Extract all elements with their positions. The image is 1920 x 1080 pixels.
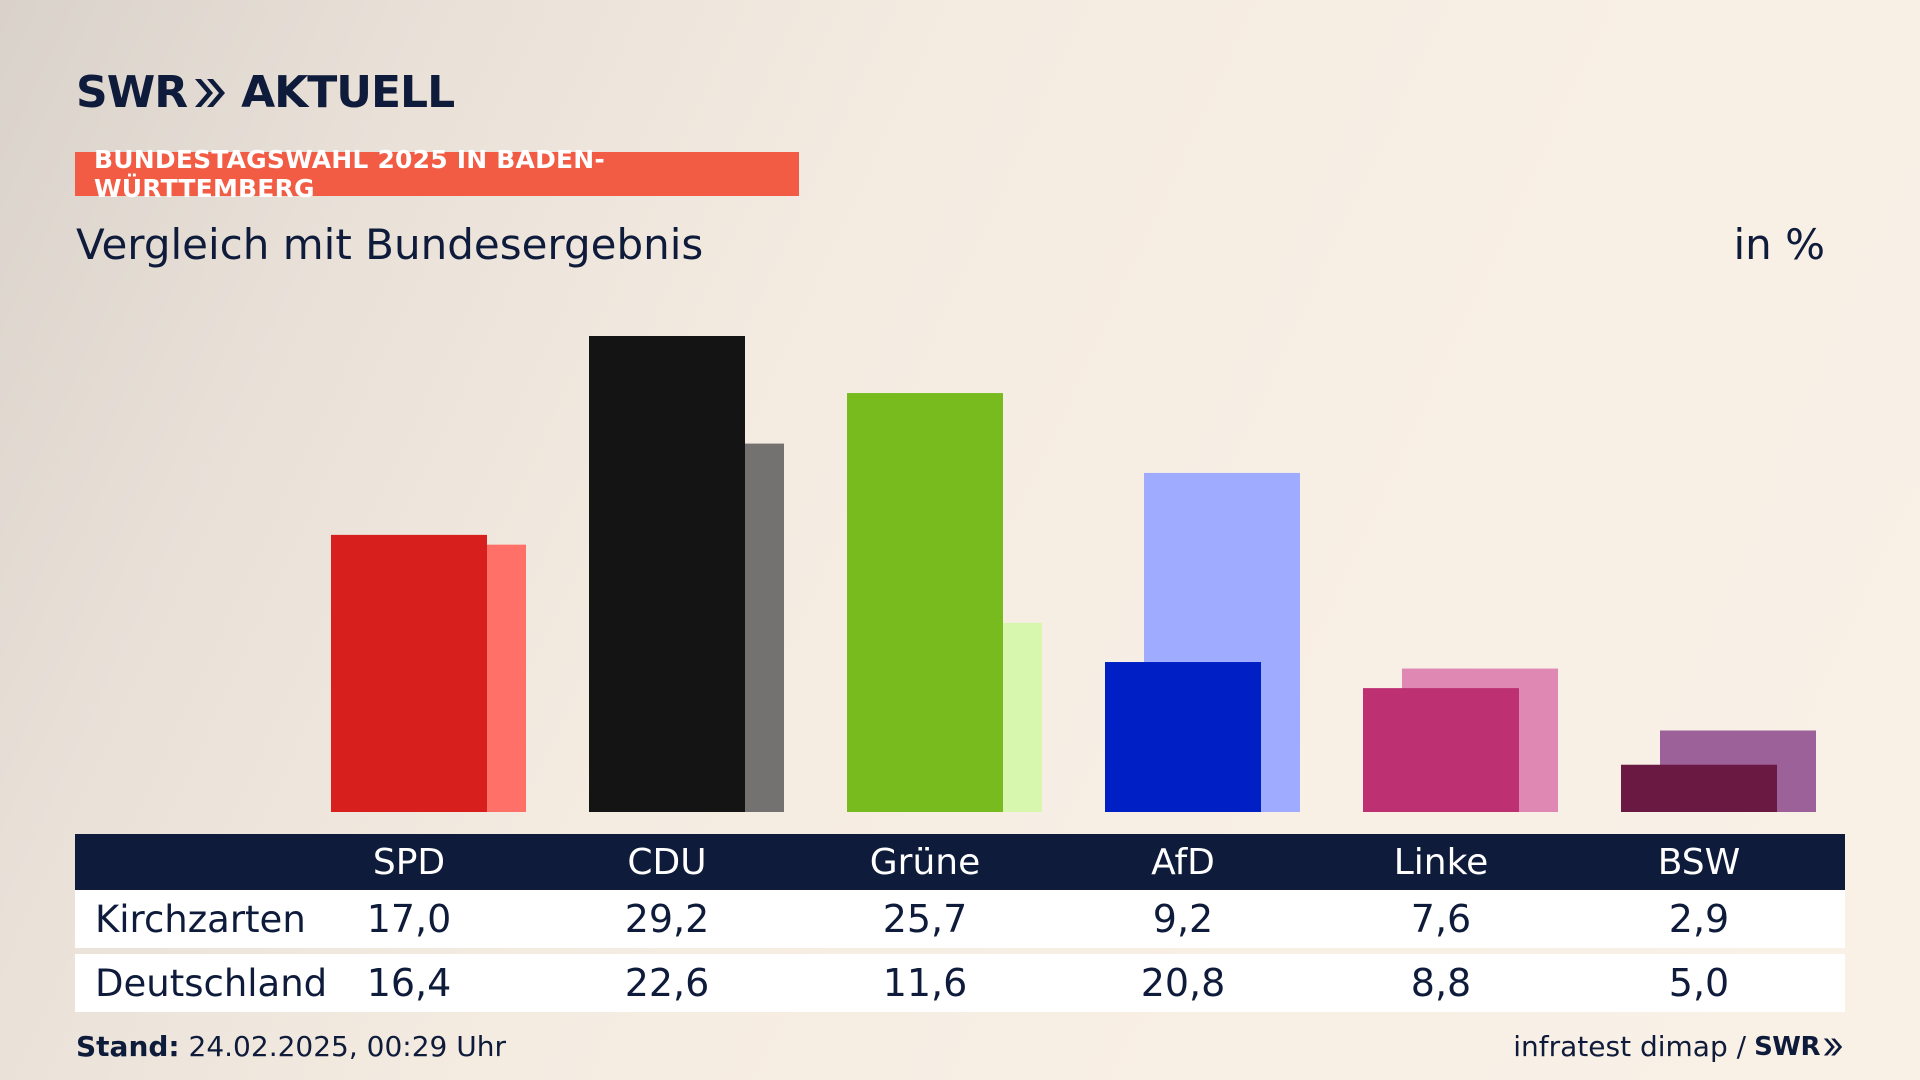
column-header-bsw: BSW xyxy=(1657,841,1741,883)
value-cell-spd: 17,0 xyxy=(366,897,452,941)
bar-kirchzarten-cdu xyxy=(589,336,745,812)
stand-value: 24.02.2025, 00:29 Uhr xyxy=(188,1030,506,1063)
column-header-cdu: CDU xyxy=(627,841,707,883)
bar-kirchzarten-spd xyxy=(331,534,487,812)
bar-kirchzarten-linke xyxy=(1363,688,1519,812)
bar-chart xyxy=(331,336,1816,812)
value-cell-grüne: 11,6 xyxy=(882,961,968,1005)
table-row-deutschland: Deutschland 16,4 22,6 11,6 20,8 8,8 5,0 xyxy=(75,954,1845,1012)
source-credit: infratest dimap / SWR xyxy=(1513,1030,1844,1063)
column-header-grüne: Grüne xyxy=(869,841,981,883)
value-cell-spd: 16,4 xyxy=(366,961,452,1005)
swr-aktuell-logo: SWR AKTUELL xyxy=(76,67,455,118)
unit-label: in % xyxy=(1733,220,1825,269)
logo-aktuell-text: AKTUELL xyxy=(241,67,455,118)
value-cell-cdu: 22,6 xyxy=(624,961,710,1005)
value-cell-afd: 9,2 xyxy=(1152,897,1214,941)
results-table: SPD CDU Grüne AfD Linke BSW Kirchzarten 17,0 2… xyxy=(75,834,1845,1012)
value-cell-bsw: 2,9 xyxy=(1668,897,1730,941)
timestamp: Stand: 24.02.2025, 00:29 Uhr xyxy=(76,1030,506,1063)
row-label: Kirchzarten xyxy=(95,897,306,941)
table-header-row: SPD CDU Grüne AfD Linke BSW xyxy=(75,834,1845,890)
double-chevron-icon xyxy=(1823,1037,1843,1056)
bar-kirchzarten-bsw xyxy=(1621,764,1777,812)
column-header-spd: SPD xyxy=(372,841,446,883)
topic-banner: BUNDESTAGSWAHL 2025 IN BADEN-WÜRTTEMBERG xyxy=(75,145,799,203)
value-cell-linke: 7,6 xyxy=(1410,897,1472,941)
table-row-kirchzarten: Kirchzarten 17,0 29,2 25,7 9,2 7,6 2,9 xyxy=(75,890,1845,948)
footer-swr-logo: SWR xyxy=(1754,1031,1820,1062)
value-cell-linke: 8,8 xyxy=(1410,961,1472,1005)
bar-kirchzarten-afd xyxy=(1105,662,1261,812)
value-cell-bsw: 5,0 xyxy=(1668,961,1730,1005)
column-header-afd: AfD xyxy=(1151,841,1215,883)
double-chevron-icon xyxy=(195,79,226,107)
stand-label: Stand: xyxy=(76,1030,180,1063)
row-label: Deutschland xyxy=(95,961,328,1005)
value-cell-grüne: 25,7 xyxy=(882,897,968,941)
column-header-linke: Linke xyxy=(1393,841,1489,883)
logo-swr-text: SWR xyxy=(76,67,188,118)
source-text: infratest dimap / xyxy=(1513,1030,1747,1063)
chart-subtitle: Vergleich mit Bundesergebnis xyxy=(76,220,704,269)
value-cell-afd: 20,8 xyxy=(1140,961,1226,1005)
topic-text: BUNDESTAGSWAHL 2025 IN BADEN-WÜRTTEMBERG xyxy=(94,145,606,203)
value-cell-cdu: 29,2 xyxy=(624,897,710,941)
bar-kirchzarten-grüne xyxy=(847,393,1003,812)
